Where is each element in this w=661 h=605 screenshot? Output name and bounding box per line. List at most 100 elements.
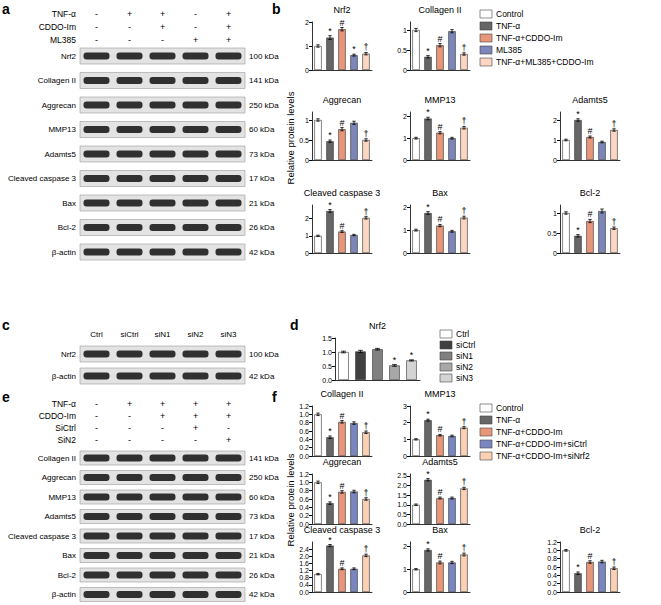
svg-text:0.2: 0.2 bbox=[547, 580, 557, 587]
svg-text:1: 1 bbox=[403, 135, 407, 142]
svg-text:1.5: 1.5 bbox=[322, 335, 332, 342]
svg-text:1: 1 bbox=[403, 566, 407, 573]
svg-text:SiCtrl: SiCtrl bbox=[55, 423, 76, 433]
svg-text:Bcl-2: Bcl-2 bbox=[580, 525, 601, 535]
svg-text:Adamts5: Adamts5 bbox=[572, 95, 608, 105]
svg-text:*: * bbox=[328, 426, 332, 436]
svg-text:Nrf2: Nrf2 bbox=[333, 5, 350, 15]
svg-text:†: † bbox=[363, 42, 368, 52]
svg-text:siN2: siN2 bbox=[456, 362, 473, 372]
svg-text:0: 0 bbox=[403, 157, 407, 164]
svg-text:siN3: siN3 bbox=[456, 373, 473, 383]
svg-text:-: - bbox=[95, 22, 98, 32]
svg-text:*: * bbox=[576, 225, 580, 235]
svg-text:Control: Control bbox=[496, 9, 524, 19]
svg-text:Adamts5: Adamts5 bbox=[44, 150, 76, 159]
svg-text:#: # bbox=[339, 18, 344, 28]
svg-text:-: - bbox=[95, 9, 98, 19]
svg-text:0.5: 0.5 bbox=[299, 137, 309, 144]
svg-text:0.8: 0.8 bbox=[299, 574, 309, 581]
svg-text:+: + bbox=[226, 399, 231, 409]
svg-text:1: 1 bbox=[403, 227, 407, 234]
svg-text:TNF-α+CDDO-Im+siNrf2: TNF-α+CDDO-Im+siNrf2 bbox=[496, 451, 590, 461]
svg-text:MMP13: MMP13 bbox=[424, 95, 455, 105]
svg-text:Bcl-2: Bcl-2 bbox=[580, 188, 601, 198]
svg-text:f: f bbox=[272, 389, 277, 405]
svg-text:β-actin: β-actin bbox=[52, 372, 76, 381]
svg-text:0.4: 0.4 bbox=[547, 572, 557, 579]
svg-text:0: 0 bbox=[553, 157, 557, 164]
svg-text:73 kDa: 73 kDa bbox=[249, 150, 275, 159]
svg-text:†: † bbox=[363, 421, 368, 431]
svg-text:Collagen II: Collagen II bbox=[320, 389, 363, 399]
svg-text:2: 2 bbox=[305, 19, 309, 26]
svg-text:1: 1 bbox=[403, 436, 407, 443]
svg-text:0.0: 0.0 bbox=[397, 521, 407, 528]
svg-text:*: * bbox=[328, 492, 332, 502]
svg-text:#: # bbox=[339, 118, 344, 128]
svg-text:Aggrecan: Aggrecan bbox=[323, 95, 362, 105]
svg-text:Adamts5: Adamts5 bbox=[422, 457, 458, 467]
svg-text:Bcl-2: Bcl-2 bbox=[58, 223, 77, 232]
svg-text:1.2: 1.2 bbox=[299, 471, 309, 478]
svg-text:26 kDa: 26 kDa bbox=[249, 571, 275, 580]
svg-text:#: # bbox=[437, 551, 442, 561]
svg-text:2.0: 2.0 bbox=[397, 482, 407, 489]
svg-text:TNF-α: TNF-α bbox=[496, 415, 520, 425]
svg-text:60 kDa: 60 kDa bbox=[249, 125, 275, 134]
svg-text:141 kDa: 141 kDa bbox=[249, 454, 279, 463]
svg-text:*: * bbox=[352, 44, 356, 54]
svg-text:#: # bbox=[437, 34, 442, 44]
svg-text:0: 0 bbox=[553, 250, 557, 257]
svg-text:TNF-α+ML385+CDDO-Im: TNF-α+ML385+CDDO-Im bbox=[496, 57, 593, 67]
svg-text:*: * bbox=[576, 562, 580, 572]
svg-text:*: * bbox=[426, 202, 430, 212]
svg-text:0.2: 0.2 bbox=[299, 512, 309, 519]
svg-text:CDDO-Im: CDDO-Im bbox=[39, 22, 76, 32]
svg-text:-: - bbox=[227, 423, 230, 433]
svg-text:73 kDa: 73 kDa bbox=[249, 512, 275, 521]
svg-text:1.2: 1.2 bbox=[299, 403, 309, 410]
svg-text:2: 2 bbox=[403, 204, 407, 211]
svg-text:2: 2 bbox=[305, 215, 309, 222]
svg-text:#: # bbox=[437, 424, 442, 434]
svg-text:2.4: 2.4 bbox=[299, 546, 309, 553]
svg-text:Cleaved caspase 3: Cleaved caspase 3 bbox=[304, 188, 381, 198]
svg-text:†: † bbox=[461, 116, 466, 126]
svg-text:Cleaved caspase 3: Cleaved caspase 3 bbox=[8, 174, 77, 183]
svg-text:MMP13: MMP13 bbox=[48, 493, 76, 502]
svg-text:*: * bbox=[426, 46, 430, 56]
svg-text:1.0: 1.0 bbox=[299, 479, 309, 486]
svg-text:Relative protein levels: Relative protein levels bbox=[285, 91, 296, 184]
svg-text:†: † bbox=[363, 129, 368, 139]
svg-text:+: + bbox=[193, 423, 198, 433]
svg-text:TNF-α+CDDO-Im: TNF-α+CDDO-Im bbox=[496, 33, 563, 43]
svg-text:0.8: 0.8 bbox=[299, 419, 309, 426]
svg-text:42 kDa: 42 kDa bbox=[249, 590, 275, 599]
svg-text:*: * bbox=[426, 539, 430, 549]
svg-text:-: - bbox=[128, 411, 131, 421]
svg-text:†: † bbox=[611, 119, 616, 129]
svg-text:-: - bbox=[128, 22, 131, 32]
svg-text:0.0: 0.0 bbox=[547, 589, 557, 596]
svg-text:+: + bbox=[160, 411, 165, 421]
svg-text:#: # bbox=[339, 221, 344, 231]
svg-text:1: 1 bbox=[553, 210, 557, 217]
svg-text:Aggrecan: Aggrecan bbox=[42, 101, 76, 110]
svg-text:†: † bbox=[363, 544, 368, 554]
svg-text:Control: Control bbox=[496, 403, 524, 413]
svg-text:#: # bbox=[339, 481, 344, 491]
svg-text:+: + bbox=[193, 399, 198, 409]
svg-text:21 kDa: 21 kDa bbox=[249, 551, 275, 560]
svg-text:1: 1 bbox=[305, 117, 309, 124]
svg-text:siN3: siN3 bbox=[220, 330, 237, 339]
svg-text:2: 2 bbox=[403, 113, 407, 120]
svg-text:†: † bbox=[363, 207, 368, 217]
svg-text:0.0: 0.0 bbox=[299, 453, 309, 460]
svg-text:β-actin: β-actin bbox=[52, 590, 76, 599]
svg-text:Collagen II: Collagen II bbox=[38, 454, 76, 463]
svg-text:250 kDa: 250 kDa bbox=[249, 101, 279, 110]
svg-text:*: * bbox=[426, 409, 430, 419]
svg-text:0.2: 0.2 bbox=[299, 444, 309, 451]
svg-text:0.4: 0.4 bbox=[299, 581, 309, 588]
